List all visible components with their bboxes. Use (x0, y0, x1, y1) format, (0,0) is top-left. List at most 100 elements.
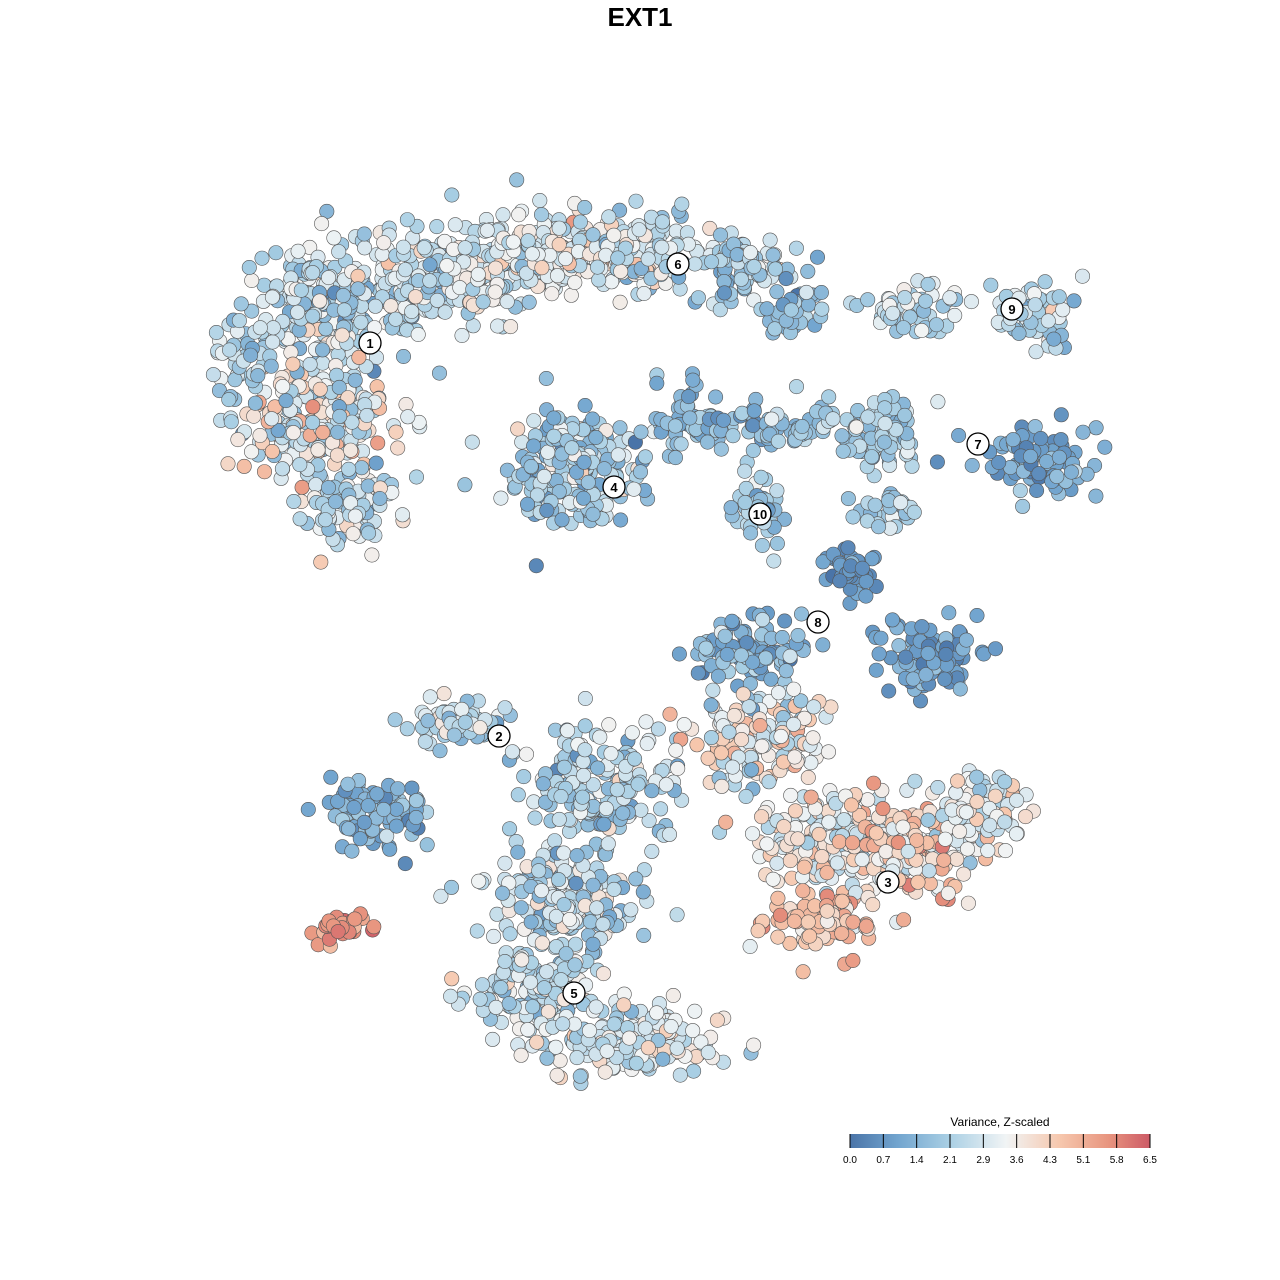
data-point-1819 (1027, 297, 1043, 313)
data-point-1189 (813, 284, 829, 300)
data-point-2701 (725, 759, 741, 775)
data-point-2408 (510, 787, 526, 803)
cluster-label-1: 1 (366, 336, 373, 351)
data-point-3290 (635, 884, 651, 900)
data-point-3003 (843, 797, 859, 813)
data-point-1051 (640, 251, 656, 267)
data-point-770 (470, 266, 486, 282)
data-point-3304 (623, 902, 639, 918)
data-point-1393 (526, 438, 542, 454)
data-point-3274 (471, 873, 487, 889)
data-point-2538 (535, 776, 551, 792)
data-point-3554 (588, 999, 604, 1015)
data-point-1564 (734, 405, 750, 421)
data-point-3760 (750, 923, 766, 939)
data-point-1210 (247, 395, 263, 411)
data-point-3172 (486, 928, 502, 944)
data-point-2693 (752, 717, 768, 733)
data-point-1576 (770, 433, 786, 449)
data-point-2189 (782, 648, 798, 664)
colorbar-tick-label-1: 0.7 (876, 1155, 890, 1166)
data-point-710 (490, 318, 506, 334)
data-point-2098 (958, 632, 974, 648)
data-point-2347 (344, 843, 360, 859)
data-point-2096 (873, 630, 889, 646)
data-point-1006 (585, 227, 601, 243)
data-point-1033 (606, 227, 622, 243)
data-point-1812 (1046, 331, 1062, 347)
data-point-1618 (737, 494, 753, 510)
data-point-1218 (223, 414, 239, 430)
data-point-1056 (610, 250, 626, 266)
data-point-345 (230, 432, 246, 448)
data-point-3619 (539, 1050, 555, 1066)
data-point-918 (520, 233, 536, 249)
data-point-3666 (599, 1043, 615, 1059)
data-point-3668 (640, 1040, 656, 1056)
colorbar-tick-label-9: 6.5 (1143, 1155, 1157, 1166)
data-point-3551 (529, 1034, 545, 1050)
data-point-1237 (265, 320, 281, 336)
data-point-1387 (613, 512, 629, 528)
data-point-2260 (420, 713, 436, 729)
data-point-1454 (546, 428, 562, 444)
data-point-259 (350, 281, 366, 297)
data-point-1885 (1053, 432, 1069, 448)
data-point-1841 (1012, 483, 1028, 499)
data-point-566 (429, 219, 445, 235)
data-point-2363 (408, 793, 424, 809)
data-point-3427 (485, 1031, 501, 1047)
data-point-3016 (844, 835, 860, 851)
data-point-2269 (422, 689, 438, 705)
data-point-2537 (596, 816, 612, 832)
data-point-526 (286, 493, 302, 509)
data-point-1087 (712, 227, 728, 243)
data-point-247 (326, 230, 342, 246)
data-point-454 (351, 349, 367, 365)
data-point-1434 (588, 429, 604, 445)
data-point-449 (340, 390, 356, 406)
data-point-2784 (769, 855, 785, 871)
data-point-1899 (1022, 448, 1038, 464)
data-point-1989 (854, 560, 870, 576)
data-point-2855 (782, 853, 798, 869)
data-point-1489 (673, 436, 689, 452)
data-point-2864 (754, 809, 770, 825)
data-point-1225 (233, 296, 249, 312)
data-point-824 (612, 294, 628, 310)
data-point-2182 (717, 628, 733, 644)
data-point-3579 (700, 1045, 716, 1061)
data-point-2266 (454, 701, 470, 717)
data-point-1908 (1005, 432, 1021, 448)
data-point-2233 (399, 721, 415, 737)
data-point-1298 (538, 370, 554, 386)
data-point-1689 (825, 411, 841, 427)
data-point-3308 (606, 881, 622, 897)
data-point-329 (236, 458, 252, 474)
data-point-2378 (577, 690, 593, 706)
data-point-752 (444, 187, 460, 203)
data-point-2365 (369, 786, 385, 802)
data-point-1242 (222, 342, 238, 358)
data-point-3026 (895, 819, 911, 835)
data-point-3459 (501, 995, 517, 1011)
data-point-2360 (408, 809, 424, 825)
data-point-2409 (516, 769, 532, 785)
data-point-2692 (744, 762, 760, 778)
data-point-2652 (668, 742, 684, 758)
data-point-823 (577, 200, 593, 216)
cluster-label-4: 4 (610, 480, 618, 495)
data-point-2691 (754, 738, 770, 754)
data-point-2173 (778, 663, 794, 679)
data-point-1459 (554, 512, 570, 528)
data-point-1758 (895, 320, 911, 336)
data-point-549 (342, 495, 358, 511)
data-point-290 (294, 479, 310, 495)
data-point-3766 (858, 918, 874, 934)
data-point-1492 (685, 372, 701, 388)
data-point-95 (357, 240, 373, 256)
data-point-512 (354, 460, 370, 476)
data-point-759 (521, 294, 537, 310)
data-point-2702 (733, 731, 749, 747)
data-point-970 (628, 193, 644, 209)
